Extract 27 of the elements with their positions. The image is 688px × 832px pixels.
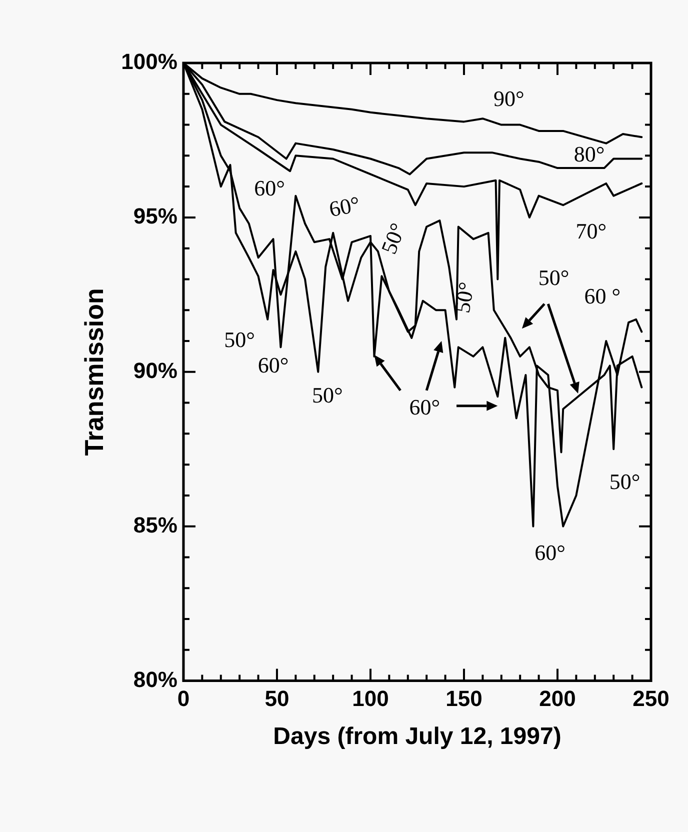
annotation: 50° [224, 326, 255, 352]
y-tick-label: 95% [133, 204, 178, 229]
y-tick-label: 80% [133, 666, 178, 692]
x-tick-label: 200 [539, 686, 576, 712]
annotation: 90° [493, 86, 524, 111]
x-tick-label: 0 [177, 686, 190, 712]
annotation: 50° [538, 265, 570, 290]
annotation: 50° [609, 468, 640, 494]
annotation: 60° [326, 191, 362, 222]
y-axis-title: Transmission [78, 288, 109, 456]
x-tick-label: 100 [352, 686, 389, 712]
annotation: 60° [534, 540, 566, 565]
x-tick-label: 250 [632, 686, 670, 712]
annotation: 50° [376, 220, 410, 258]
annotation: 70° [576, 218, 607, 244]
y-tick-label: 85% [133, 512, 178, 538]
annotation: 50° [312, 382, 343, 408]
annotation: 80° [574, 141, 605, 166]
annotation: 60 ° [584, 284, 621, 309]
x-tick-label: 50 [264, 686, 290, 712]
y-tick-label: 90% [133, 358, 178, 383]
annotation: 60° [254, 175, 285, 200]
annotation: 60° [258, 352, 289, 378]
annotation: 60° [409, 394, 440, 420]
y-tick-label: 100% [121, 49, 178, 74]
x-tick-label: 150 [446, 686, 482, 712]
x-axis-title: Days (from July 12, 1997) [273, 723, 562, 750]
